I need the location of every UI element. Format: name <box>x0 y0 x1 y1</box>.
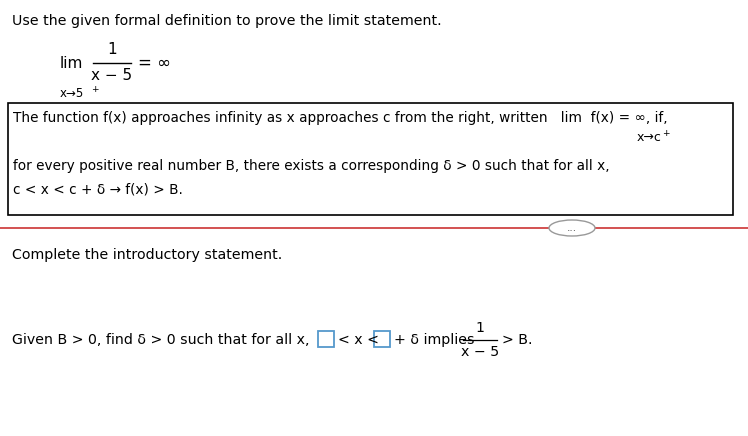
Text: > B.: > B. <box>502 333 533 347</box>
Text: = ∞: = ∞ <box>138 54 171 72</box>
Text: ...: ... <box>567 223 577 233</box>
Text: lim: lim <box>60 55 83 71</box>
Text: x→c: x→c <box>637 131 662 144</box>
Text: Given B > 0, find δ > 0 such that for all x,: Given B > 0, find δ > 0 such that for al… <box>12 333 310 347</box>
Text: +: + <box>662 129 669 138</box>
Text: +: + <box>91 85 99 94</box>
Text: x→5: x→5 <box>60 87 85 100</box>
Text: 1: 1 <box>107 42 117 58</box>
Text: + δ implies: + δ implies <box>394 333 474 347</box>
Text: c < x < c + δ → f(x) > B.: c < x < c + δ → f(x) > B. <box>13 182 183 196</box>
Text: 1: 1 <box>476 321 485 335</box>
Text: for every positive real number B, there exists a corresponding δ > 0 such that f: for every positive real number B, there … <box>13 159 610 173</box>
Text: x − 5: x − 5 <box>461 345 499 359</box>
Text: Complete the introductory statement.: Complete the introductory statement. <box>12 248 282 262</box>
Text: x − 5: x − 5 <box>91 68 132 84</box>
Text: < x <: < x < <box>338 333 379 347</box>
Text: Use the given formal definition to prove the limit statement.: Use the given formal definition to prove… <box>12 14 441 28</box>
Ellipse shape <box>549 220 595 236</box>
Text: The function f(x) approaches infinity as x approaches c from the right, written : The function f(x) approaches infinity as… <box>13 111 668 125</box>
